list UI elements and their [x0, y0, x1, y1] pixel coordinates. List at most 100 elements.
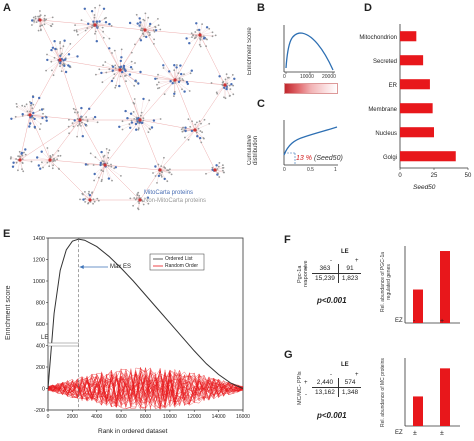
mitocarta-node — [134, 122, 138, 126]
non-mitocarta-node — [178, 77, 181, 79]
non-mitocarta-node — [211, 35, 214, 38]
panel-d-bar — [400, 79, 430, 90]
non-mitocarta-node — [153, 38, 156, 41]
panel-g-col-header: LE — [341, 362, 349, 368]
non-mitocarta-node — [232, 93, 235, 96]
non-mitocarta-node — [129, 197, 132, 200]
non-mitocarta-node — [93, 179, 95, 182]
mitocarta-node — [30, 102, 33, 105]
non-mitocarta-node — [107, 151, 110, 154]
non-mitocarta-node — [52, 164, 54, 167]
panel-d-tick-label: 25 — [431, 173, 438, 179]
network-edge — [51, 49, 61, 61]
non-mitocarta-node — [111, 179, 113, 182]
network-edge — [59, 59, 121, 71]
panel-e-xlabel: Rank in ordered dataset — [98, 428, 168, 435]
panel-b-letter: B — [257, 2, 265, 14]
mitocarta-node — [126, 117, 129, 120]
non-mitocarta-node — [176, 64, 178, 66]
non-mitocarta-node — [30, 104, 32, 107]
non-mitocarta-node — [134, 62, 136, 64]
network-edge — [194, 123, 210, 131]
network-edge — [49, 159, 106, 166]
panel-e-xtick-label: 0 — [47, 414, 50, 420]
non-mitocarta-node — [59, 42, 61, 45]
hub-node — [158, 168, 162, 172]
non-mitocarta-node — [169, 168, 171, 171]
network-edge — [68, 119, 81, 134]
non-mitocarta-node — [135, 116, 138, 119]
non-mitocarta-node — [191, 36, 193, 38]
non-mitocarta-node — [92, 198, 95, 201]
mitocarta-node — [124, 109, 127, 113]
non-mitocarta-node — [228, 76, 230, 79]
network-edge — [104, 164, 116, 168]
network-edge — [104, 164, 141, 201]
network-edge — [68, 119, 81, 127]
non-mitocarta-node — [134, 43, 136, 46]
non-mitocarta-node — [39, 123, 42, 125]
non-mitocarta-node — [128, 123, 131, 126]
mitocarta-node — [110, 79, 114, 83]
non-mitocarta-node — [92, 118, 95, 120]
network-edge — [84, 191, 91, 201]
non-mitocarta-node — [121, 128, 124, 131]
non-mitocarta-node — [59, 47, 62, 50]
panel-d-category-label: Secreted — [373, 59, 397, 65]
non-mitocarta-node — [187, 138, 190, 141]
non-mitocarta-node — [211, 31, 214, 34]
panel-e-legend-ordered: Ordered List — [165, 256, 193, 262]
mitocarta-node — [114, 166, 118, 169]
network-edge — [199, 28, 210, 36]
mitocarta-node — [39, 167, 42, 170]
network-nodes — [9, 4, 236, 211]
non-mitocarta-node — [53, 157, 55, 160]
mitocarta-node — [84, 163, 88, 166]
mitocarta-node — [11, 165, 15, 168]
non-mitocarta-node — [21, 104, 24, 107]
non-mitocarta-node — [94, 30, 97, 33]
non-mitocarta-node — [189, 125, 192, 128]
mitocarta-node — [218, 75, 221, 78]
network-edge — [159, 169, 170, 171]
non-mitocarta-node — [142, 117, 145, 120]
non-mitocarta-node — [153, 43, 155, 45]
network-edge — [174, 79, 190, 92]
mitocarta-node — [108, 22, 111, 26]
panel-f-contingency-table: 363 91 15,239 1,823 — [312, 264, 362, 283]
non-mitocarta-node — [115, 84, 117, 87]
network-edge — [119, 69, 121, 87]
non-mitocarta-node — [49, 155, 52, 158]
non-mitocarta-node — [53, 56, 56, 59]
panel-e-legend-box — [149, 253, 205, 271]
non-mitocarta-node — [76, 111, 79, 114]
non-mitocarta-node — [57, 155, 60, 157]
non-mitocarta-node — [140, 27, 143, 30]
non-mitocarta-node — [135, 119, 138, 122]
mitocarta-node — [136, 22, 139, 25]
non-mitocarta-node — [16, 105, 18, 108]
non-mitocarta-node — [173, 95, 175, 97]
non-mitocarta-node — [131, 68, 134, 70]
mitocarta-node — [98, 20, 101, 23]
non-mitocarta-node — [119, 75, 122, 78]
mitocarta-node — [215, 164, 218, 167]
network-edge — [19, 119, 81, 161]
hub-node — [48, 158, 52, 162]
non-mitocarta-node — [41, 161, 43, 164]
network-edge — [119, 69, 176, 81]
network-edge — [49, 150, 59, 161]
non-mitocarta-node — [80, 125, 82, 127]
panel-e-random-line — [47, 368, 244, 408]
non-mitocarta-node — [141, 29, 144, 32]
non-mitocarta-node — [81, 118, 84, 121]
mitocarta-node — [128, 21, 132, 25]
mitocarta-node — [175, 66, 178, 69]
panel-e-ylabel: Enrichment score — [5, 285, 12, 341]
panel-f-bar — [413, 289, 423, 323]
network-edge — [37, 157, 51, 161]
non-mitocarta-node — [142, 203, 145, 206]
mitocarta-node — [95, 40, 99, 43]
mitocarta-node — [177, 80, 181, 84]
non-mitocarta-node — [38, 15, 41, 18]
